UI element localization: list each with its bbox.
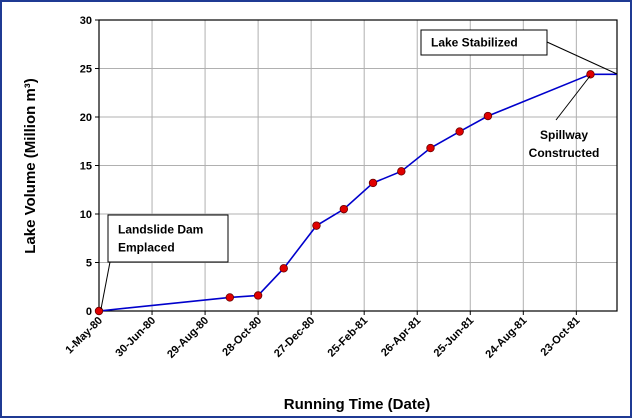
marker: [586, 70, 595, 79]
annotation-box: [420, 29, 548, 56]
marker: [397, 167, 406, 176]
marker: [312, 221, 321, 230]
y-tick-label: 10: [80, 209, 92, 221]
marker: [455, 127, 464, 136]
x-axis-label: Running Time (Date): [284, 396, 430, 413]
marker: [225, 293, 235, 302]
y-tick-label: 15: [80, 161, 92, 173]
marker: [483, 111, 493, 121]
plot-area: [98, 19, 618, 312]
annotation-text: Lake Stabilized: [431, 36, 518, 50]
y-tick-label: 0: [86, 306, 92, 318]
line: [98, 73, 591, 312]
annotation-line: [100, 261, 111, 310]
annotation-text: Constructed: [529, 146, 600, 160]
y-tick-label: 20: [80, 112, 92, 124]
annotation-line: [555, 75, 591, 121]
marker: [253, 291, 263, 300]
y-axis-label: Lake Volume (Million m³): [22, 78, 39, 254]
marker: [279, 264, 288, 273]
marker: [94, 306, 104, 316]
marker: [426, 143, 435, 153]
annotation-box: [107, 214, 229, 263]
y-tick-label: 25: [80, 64, 92, 76]
y-tick-label: 5: [86, 258, 92, 270]
y-tick-label: 30: [80, 15, 92, 27]
annotation-line: [546, 41, 618, 75]
annotation-text: Emplaced: [118, 241, 175, 255]
annotation-text: Spillway: [540, 128, 588, 142]
marker: [368, 178, 378, 188]
marker: [339, 204, 349, 214]
annotation-text: Landslide Dam: [118, 223, 203, 237]
